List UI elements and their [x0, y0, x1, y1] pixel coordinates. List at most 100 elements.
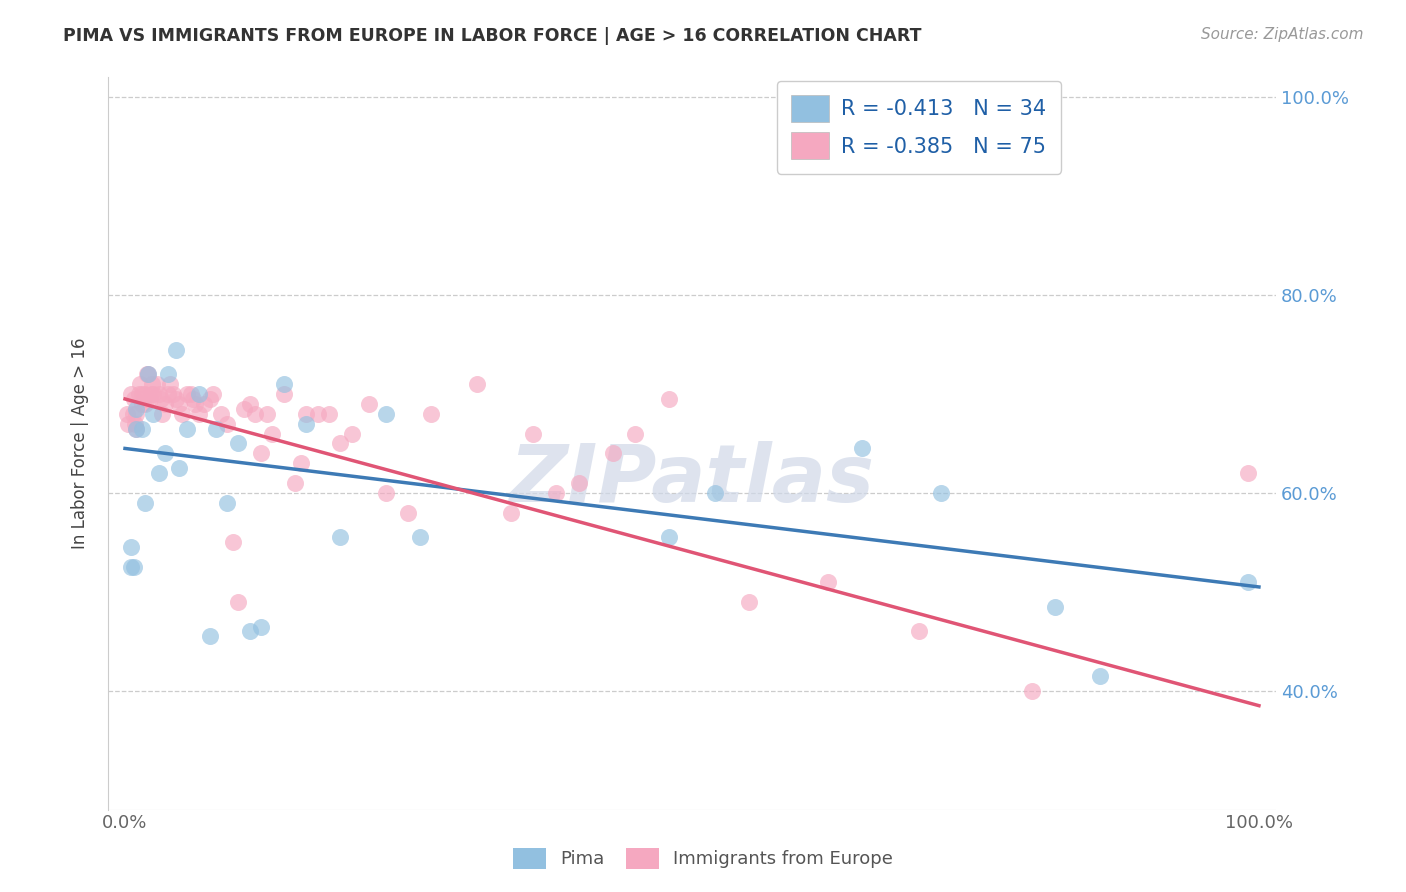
Point [329, 531, 352, 545]
Point [307, 407, 329, 421]
Point [122, 407, 145, 421]
Point [134, 397, 156, 411]
Point [250, 446, 273, 460]
Point [624, 426, 647, 441]
Point [340, 426, 363, 441]
Point [907, 624, 929, 639]
Point [150, 392, 173, 406]
Point [120, 541, 142, 555]
Point [176, 422, 198, 436]
Point [180, 387, 202, 401]
Point [851, 442, 873, 456]
Point [233, 401, 256, 416]
Point [398, 506, 420, 520]
Point [159, 377, 181, 392]
Point [176, 387, 198, 401]
Point [134, 496, 156, 510]
Point [169, 397, 191, 411]
Point [602, 446, 624, 460]
Point [499, 506, 522, 520]
Point [125, 422, 148, 436]
Point [256, 407, 278, 421]
Point [131, 397, 153, 411]
Point [120, 560, 142, 574]
Point [250, 619, 273, 633]
Point [215, 417, 238, 431]
Point [148, 387, 170, 401]
Point [737, 595, 759, 609]
Point [284, 476, 307, 491]
Point [1236, 574, 1258, 589]
Point [198, 392, 221, 406]
Point [187, 387, 209, 401]
Point [817, 574, 839, 589]
Point [703, 486, 725, 500]
Point [239, 397, 262, 411]
Point [273, 377, 295, 392]
Point [145, 377, 167, 392]
Point [522, 426, 544, 441]
Point [245, 407, 267, 421]
Point [142, 387, 165, 401]
Point [153, 397, 176, 411]
Point [193, 397, 215, 411]
Point [262, 426, 284, 441]
Point [295, 407, 318, 421]
Point [658, 392, 681, 406]
Legend: R = -0.413   N = 34, R = -0.385   N = 75: R = -0.413 N = 34, R = -0.385 N = 75 [778, 80, 1062, 174]
Point [125, 407, 148, 421]
Point [125, 422, 148, 436]
Point [374, 407, 396, 421]
Point [420, 407, 443, 421]
Point [273, 387, 295, 401]
Point [290, 456, 312, 470]
Point [187, 407, 209, 421]
Point [125, 401, 148, 416]
Point [117, 417, 139, 431]
Point [1236, 466, 1258, 480]
Point [1090, 669, 1112, 683]
Point [122, 392, 145, 406]
Point [131, 422, 153, 436]
Point [134, 387, 156, 401]
Point [128, 377, 150, 392]
Text: PIMA VS IMMIGRANTS FROM EUROPE IN LABOR FORCE | AGE > 16 CORRELATION CHART: PIMA VS IMMIGRANTS FROM EUROPE IN LABOR … [63, 27, 922, 45]
Point [165, 392, 187, 406]
Point [198, 629, 221, 643]
Point [136, 368, 159, 382]
Point [153, 446, 176, 460]
Point [568, 476, 591, 491]
Point [228, 436, 250, 450]
Text: Source: ZipAtlas.com: Source: ZipAtlas.com [1201, 27, 1364, 42]
Point [148, 466, 170, 480]
Point [142, 407, 165, 421]
Point [544, 486, 567, 500]
Point [181, 392, 204, 406]
Point [139, 387, 162, 401]
Point [134, 392, 156, 406]
Point [141, 377, 163, 392]
Point [209, 407, 232, 421]
Point [222, 535, 245, 549]
Point [465, 377, 488, 392]
Legend: Pima, Immigrants from Europe: Pima, Immigrants from Europe [506, 840, 900, 876]
Point [117, 407, 139, 421]
Point [295, 417, 318, 431]
Point [215, 496, 238, 510]
Point [120, 387, 142, 401]
Point [318, 407, 340, 421]
Point [239, 624, 262, 639]
Point [1021, 683, 1043, 698]
Point [136, 368, 159, 382]
Point [658, 531, 681, 545]
Point [228, 595, 250, 609]
Point [139, 392, 162, 406]
Point [374, 486, 396, 500]
Point [162, 387, 184, 401]
Point [124, 417, 146, 431]
Point [165, 343, 187, 357]
Y-axis label: In Labor Force | Age > 16: In Labor Force | Age > 16 [72, 338, 89, 549]
Point [184, 397, 207, 411]
Point [157, 368, 180, 382]
Point [157, 387, 180, 401]
